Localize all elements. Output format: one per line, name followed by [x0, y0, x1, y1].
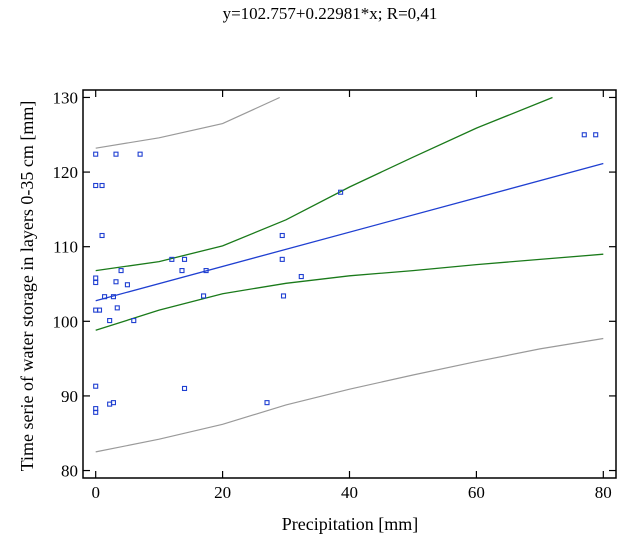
data-point [137, 151, 143, 157]
y-tick-label: 110 [53, 238, 78, 257]
data-point [93, 279, 99, 286]
data-point [113, 151, 119, 157]
data-point [99, 182, 105, 189]
data-point [581, 132, 587, 138]
points-layer [93, 132, 599, 415]
data-point [338, 189, 344, 195]
data-point [110, 400, 117, 406]
y-tick-label: 130 [53, 88, 79, 107]
data-point [118, 268, 124, 274]
y-axis-title: Time serie of water storage in layers 0-… [17, 101, 37, 472]
x-tick-label: 60 [468, 483, 485, 502]
data-point [264, 400, 270, 406]
axis-ticks: 0 20 40 60 80 80 90 100 110 120 130 [53, 88, 616, 502]
data-point [110, 294, 117, 300]
data-point [201, 293, 207, 299]
data-point [280, 293, 287, 299]
x-tick-label: 80 [595, 483, 612, 502]
data-point [298, 273, 304, 280]
data-point [181, 385, 188, 392]
data-point [107, 318, 113, 324]
x-tick-label: 20 [214, 483, 231, 502]
data-point [93, 151, 99, 157]
chart-title: y=102.757+0.22981*x; R=0,41 [222, 4, 438, 23]
data-point [93, 275, 99, 281]
data-point [113, 279, 119, 285]
data-point [99, 232, 105, 239]
data-point [102, 294, 108, 300]
data-point [93, 182, 99, 189]
plot-frame [82, 89, 617, 479]
y-tick-label: 80 [61, 462, 78, 481]
data-point [593, 132, 599, 138]
confidence-band-lower [95, 253, 604, 331]
bands-layer [95, 96, 604, 453]
data-point [203, 268, 209, 274]
data-point [96, 307, 103, 313]
x-axis-title: Precipitation [mm] [282, 514, 418, 534]
x-tick-label: 0 [91, 483, 100, 502]
confidence-band-upper [95, 96, 553, 272]
prediction-band-lower [95, 337, 604, 453]
data-point [131, 318, 137, 324]
data-point [124, 282, 130, 288]
data-point [169, 256, 175, 262]
y-tick-label: 120 [53, 163, 79, 182]
y-tick-label: 90 [61, 387, 78, 406]
data-point [279, 232, 285, 239]
data-point [93, 409, 99, 415]
data-point [114, 305, 120, 311]
data-point [179, 268, 185, 274]
data-point [181, 256, 188, 262]
x-tick-label: 40 [341, 483, 358, 502]
data-point [93, 383, 99, 389]
regression-line [95, 162, 604, 302]
data-point [279, 256, 285, 262]
y-tick-label: 100 [53, 312, 79, 331]
prediction-band-upper [95, 96, 280, 149]
